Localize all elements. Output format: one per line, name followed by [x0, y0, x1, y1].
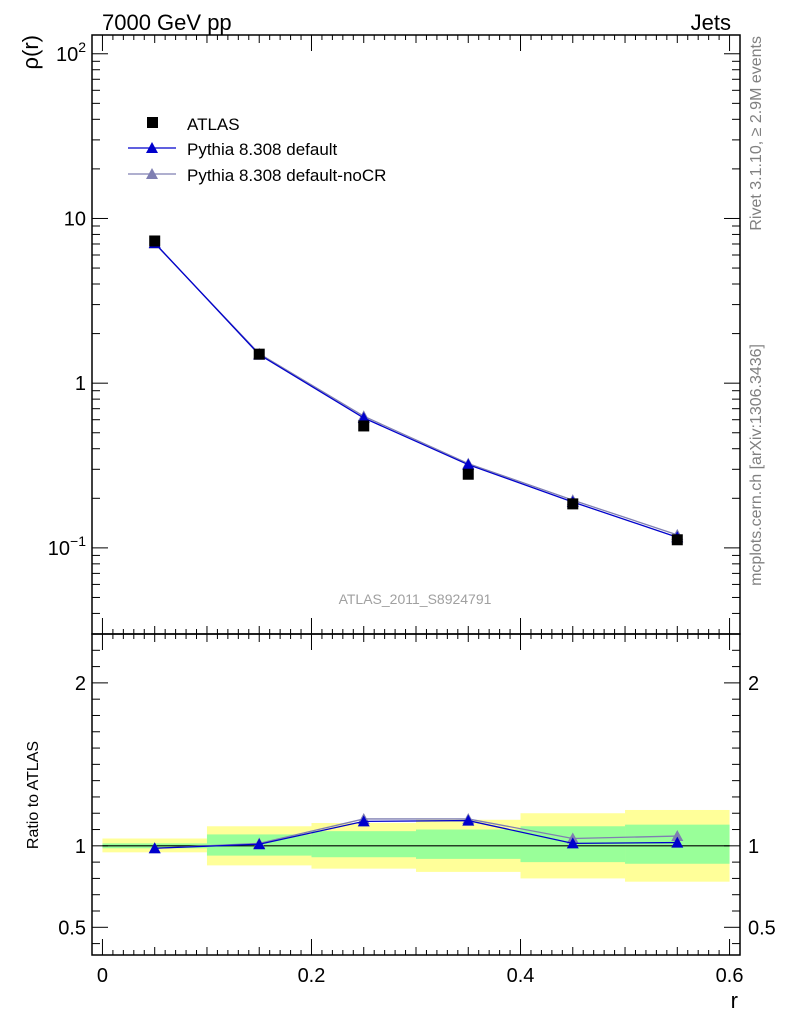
ratio-ytick-label-right: 0.5 [748, 917, 776, 939]
uncertainty-band-inner [416, 829, 521, 859]
atlas-data-point [253, 348, 265, 360]
atlas-data-point [671, 534, 683, 546]
ratio-ytick-label-left: 1 [75, 836, 86, 858]
legend: ATLAS Pythia 8.308 default Pythia 8.308 … [128, 115, 386, 185]
ratio-data-point [671, 836, 684, 848]
uncertainty-band-inner [311, 831, 416, 858]
main-panel: 102 10 1 10−1 ρ(r) ATLAS_2011_S8924791 ATLA… [18, 34, 741, 635]
main-series-line [154, 243, 678, 536]
header-right: Jets [691, 10, 731, 35]
ratio-data-point [253, 838, 266, 850]
ratio-xtick-label: 0.6 [716, 965, 744, 987]
ratio-ytick-label-left: 0.5 [58, 917, 86, 939]
main-ylabel: ρ(r) [18, 35, 43, 70]
main-ytick-label: 1 [75, 373, 86, 395]
source-label: mcplots.cern.ch [arXiv:1306.3436] [748, 344, 765, 586]
main-ytick-label: 10 [64, 208, 86, 230]
ratio-series-line [154, 818, 678, 849]
ratio-data-point [462, 814, 475, 826]
atlas-data-point [567, 498, 579, 510]
ratio-panel: 2 2 1 1 0.5 0.5 0 0.2 0.4 0.6 Ratio to ATLAS r [25, 633, 776, 1013]
atlas-data-point [462, 468, 474, 480]
pythia-data-point [357, 411, 370, 423]
ratio-xtick-label: 0.2 [298, 965, 326, 987]
main-series-line [154, 242, 678, 538]
ratio-series [148, 812, 684, 854]
legend-marker-atlas [147, 117, 158, 128]
legend-label-default: Pythia 8.308 default [187, 140, 338, 159]
rivet-label: Rivet 3.1.10, ≥ 2.9M events [748, 36, 765, 231]
legend-marker-default [146, 142, 158, 153]
header-left: 7000 GeV pp [102, 10, 232, 35]
ratio-data-point [357, 815, 370, 827]
ratio-ytick-label-right: 2 [748, 673, 759, 695]
legend-marker-nocr [146, 168, 158, 179]
ratio-xtick-label: 0.4 [507, 965, 535, 987]
main-ytick-label: 102 [56, 39, 86, 66]
legend-label-nocr: Pythia 8.308 default-noCR [187, 166, 386, 185]
main-series [148, 235, 684, 546]
ratio-xlabel: r [731, 988, 738, 1013]
main-ytick-label: 10−1 [48, 533, 86, 560]
analysis-label: ATLAS_2011_S8924791 [339, 591, 492, 607]
ratio-data-point [148, 842, 161, 854]
ratio-ytick-label-right: 1 [748, 836, 759, 858]
ratio-bands [102, 809, 730, 882]
ratio-series-line [154, 819, 678, 849]
atlas-data-point [358, 420, 370, 432]
legend-label-atlas: ATLAS [187, 115, 240, 134]
atlas-data-point [149, 235, 161, 247]
ratio-ytick-label-left: 2 [75, 673, 86, 695]
ratio-frame [91, 633, 741, 956]
ratio-data-point [566, 837, 579, 849]
pythia-data-point [462, 458, 475, 470]
ratio-data-point [671, 830, 684, 842]
main-ticks: 102 10 1 10−1 [48, 35, 740, 635]
ratio-ticks: 2 2 1 1 0.5 0.5 0 0.2 0.4 0.6 [58, 634, 776, 987]
ratio-ylabel: Ratio to ATLAS [25, 741, 42, 849]
ratio-xtick-label: 0 [97, 965, 108, 987]
